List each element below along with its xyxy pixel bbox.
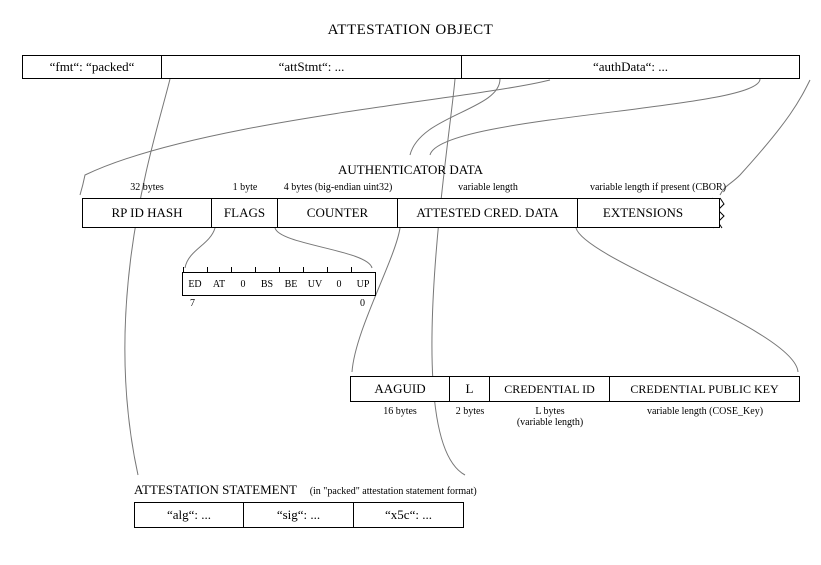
flags-byte-box: ED AT 0 BS BE UV 0 UP <box>182 272 376 296</box>
ext-size-label: variable length if present (CBOR) <box>578 182 738 193</box>
flags-size-label: 1 byte <box>212 182 278 193</box>
authdata-cell: “authData“: ... <box>462 55 800 79</box>
fmt-cell: “fmt“: “packed“ <box>22 55 162 79</box>
authenticator-data-row: RP ID HASH FLAGS COUNTER ATTESTED CRED. … <box>82 198 720 228</box>
rpid-size-label: 32 bytes <box>82 182 212 193</box>
flag-bit-3: BE <box>279 273 303 295</box>
sig-cell: “sig“: ... <box>244 502 354 528</box>
extensions-tail-cell <box>708 198 720 228</box>
attstmt-cell: “attStmt“: ... <box>162 55 462 79</box>
flag-bit-6: AT <box>207 273 231 295</box>
connector-lines <box>0 0 821 565</box>
acd-cell: ATTESTED CRED. DATA <box>398 198 578 228</box>
authenticator-data-title: AUTHENTICATOR DATA <box>0 162 821 178</box>
flag-bit-4: BS <box>255 273 279 295</box>
counter-cell: COUNTER <box>278 198 398 228</box>
attestation-statement-row: “alg“: ... “sig“: ... “x5c“: ... <box>134 502 464 528</box>
extensions-cell: EXTENSIONS <box>578 198 708 228</box>
flag-bit-2: UV <box>303 273 327 295</box>
bit-num-7: 7 <box>190 298 195 309</box>
credid-size-label: L bytes (variable length) <box>490 406 610 428</box>
acd-row: AAGUID L CREDENTIAL ID CREDENTIAL PUBLIC… <box>350 376 800 402</box>
flag-bit-7: ED <box>183 273 207 295</box>
acd-size-label: variable length <box>398 182 578 193</box>
aaguid-size-label: 16 bytes <box>350 406 450 417</box>
flag-bit-0: UP <box>351 273 375 295</box>
counter-size-label: 4 bytes (big-endian uint32) <box>278 182 398 193</box>
main-title: ATTESTATION OBJECT <box>0 22 821 39</box>
attestation-statement-title: ATTESTATION STATEMENT (in "packed" attes… <box>134 482 477 498</box>
l-cell: L <box>450 376 490 402</box>
aaguid-cell: AAGUID <box>350 376 450 402</box>
stmt-format-hint: (in "packed" attestation statement forma… <box>310 486 477 497</box>
credential-pubkey-cell: CREDENTIAL PUBLIC KEY <box>610 376 800 402</box>
x5c-cell: “x5c“: ... <box>354 502 464 528</box>
rpid-hash-cell: RP ID HASH <box>82 198 212 228</box>
alg-cell: “alg“: ... <box>134 502 244 528</box>
pubkey-size-label: variable length (COSE_Key) <box>610 406 800 417</box>
flag-bit-1: 0 <box>327 273 351 295</box>
flags-cell: FLAGS <box>212 198 278 228</box>
flag-bit-5: 0 <box>231 273 255 295</box>
attestation-object-row: “fmt“: “packed“ “attStmt“: ... “authData… <box>22 55 800 79</box>
bit-num-0: 0 <box>360 298 365 309</box>
l-size-label: 2 bytes <box>450 406 490 417</box>
credential-id-cell: CREDENTIAL ID <box>490 376 610 402</box>
